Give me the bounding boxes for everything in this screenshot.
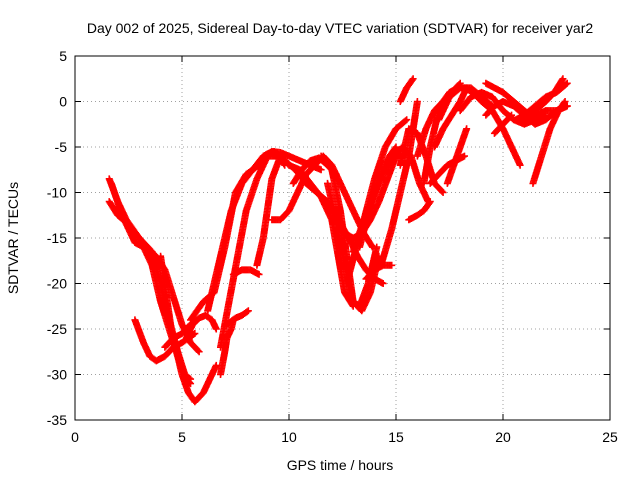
data-point: [408, 76, 416, 84]
data-point: [409, 75, 417, 83]
series-track: [276, 152, 357, 310]
y-tick-label: 5: [59, 48, 67, 64]
data-point: [425, 199, 433, 207]
data-point: [426, 198, 434, 206]
y-tick-label: -20: [47, 276, 67, 292]
data-point: [244, 307, 252, 315]
data-point: [317, 166, 325, 174]
x-axis-title: GPS time / hours: [287, 457, 394, 473]
data-point: [508, 111, 516, 119]
y-tick-label: -25: [47, 321, 67, 337]
y-axis-title: SDTVAR / TECUs: [5, 182, 21, 294]
data-point: [439, 189, 447, 196]
data-point: [413, 98, 421, 105]
series-track: [223, 307, 252, 328]
data-point: [195, 348, 203, 356]
data-point: [559, 75, 567, 83]
data-point: [463, 125, 471, 133]
data-point: [563, 102, 571, 110]
series-track: [460, 84, 524, 169]
data-point: [506, 112, 514, 120]
series-track: [107, 179, 203, 356]
x-tick-label: 25: [602, 429, 618, 445]
y-tick-label: -5: [55, 139, 68, 155]
y-tick-label: -30: [47, 367, 67, 383]
y-tick-label: -35: [47, 412, 67, 428]
series-track: [490, 111, 516, 137]
y-tick-label: -15: [47, 230, 67, 246]
data-point: [562, 80, 570, 88]
grid-layer: [75, 56, 610, 420]
x-tick-label: 10: [281, 429, 297, 445]
data-point: [403, 116, 411, 124]
series-track: [356, 143, 400, 251]
x-tick-label: 0: [71, 429, 79, 445]
series-track: [182, 311, 220, 342]
data-point: [402, 117, 410, 125]
chart-title: Day 002 of 2025, Sidereal Day-to-day VTE…: [87, 20, 593, 36]
x-tick-label: 20: [495, 429, 511, 445]
series-track: [157, 252, 220, 406]
data-point: [187, 375, 195, 383]
data-point: [516, 161, 524, 169]
series-track: [520, 102, 571, 124]
data-point: [392, 143, 400, 151]
data-point: [255, 270, 263, 278]
series-track: [443, 125, 471, 187]
data-point: [194, 347, 202, 355]
data-point: [379, 280, 387, 287]
x-tick-label: 5: [178, 429, 186, 445]
ticks-layer: 0 5 10 15 20 25 -35 -30 -25 -20 -15 -10 -5 0 5: [47, 48, 618, 445]
data-point: [212, 361, 220, 369]
series-track: [405, 198, 434, 224]
data-point: [212, 325, 220, 333]
data-point: [191, 330, 199, 338]
series-track: [229, 266, 263, 278]
y-tick-label: 0: [59, 94, 67, 110]
series-track: [217, 316, 237, 378]
data-point: [460, 152, 468, 160]
x-tick-label: 15: [388, 429, 404, 445]
data-point: [243, 308, 251, 316]
data-point: [388, 261, 396, 269]
series-track: [431, 84, 471, 151]
data-marks-layer: [105, 75, 571, 406]
y-tick-label: -10: [47, 185, 67, 201]
data-point: [373, 243, 381, 251]
series-track: [396, 75, 417, 105]
data-point: [438, 187, 446, 195]
data-point: [563, 79, 571, 87]
series-track: [253, 152, 284, 269]
